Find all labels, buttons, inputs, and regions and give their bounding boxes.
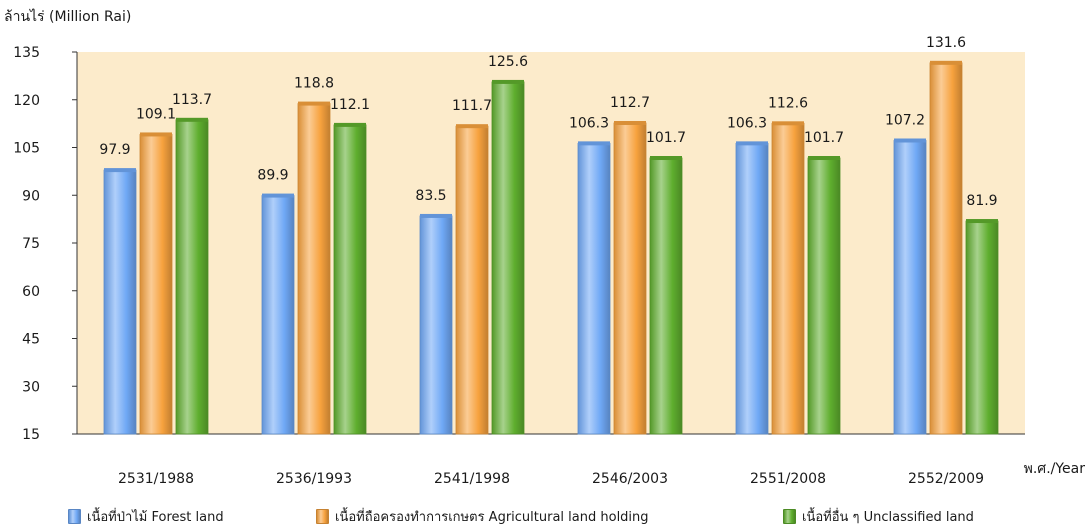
- data-label-forest: 106.3: [569, 115, 609, 131]
- legend-item-forest: เนื้อที่ป่าไม้ Forest land: [68, 506, 224, 527]
- legend-swatch-agricultural: [316, 509, 329, 524]
- data-label-agricultural: 111.7: [452, 98, 492, 114]
- bar-forest: [893, 140, 927, 435]
- bar-top-unclassified: [808, 156, 840, 161]
- y-tick-label: 120: [13, 93, 40, 109]
- bar-top-agricultural: [614, 120, 646, 125]
- bar-top-agricultural: [772, 121, 804, 126]
- bar-forest: [577, 142, 611, 435]
- bar-top-unclassified: [334, 122, 366, 127]
- data-label-agricultural: 109.1: [136, 106, 176, 122]
- chart-legend: เนื้อที่ป่าไม้ Forest land เนื้อที่ถือคร…: [68, 506, 1078, 526]
- legend-swatch-unclassified: [783, 509, 796, 524]
- y-tick-label: 30: [22, 379, 40, 395]
- bar-forest: [261, 195, 295, 435]
- bar-forest: [735, 142, 769, 435]
- y-tick-label: 90: [22, 188, 40, 204]
- bar-top-forest: [262, 193, 294, 198]
- bar-agricultural: [139, 134, 173, 435]
- data-label-agricultural: 112.6: [768, 95, 808, 111]
- bar-unclassified: [649, 157, 683, 435]
- y-tick-label: 135: [13, 45, 40, 61]
- bar-top-agricultural: [456, 124, 488, 129]
- y-tick-label: 105: [13, 141, 40, 157]
- x-tick-label: 2531/1988: [118, 471, 194, 487]
- bar-top-unclassified: [650, 156, 682, 161]
- data-label-forest: 89.9: [257, 168, 288, 184]
- x-tick-label: 2541/1998: [434, 471, 510, 487]
- bar-top-agricultural: [298, 101, 330, 106]
- legend-item-agricultural: เนื้อที่ถือครองทำการเกษตร Agricultural l…: [316, 506, 649, 527]
- legend-swatch-forest: [68, 509, 81, 524]
- bar-top-unclassified: [492, 79, 524, 84]
- data-label-unclassified: 101.7: [804, 130, 844, 146]
- bar-top-unclassified: [176, 117, 208, 122]
- y-axis-title: ล้านไร่ (Million Rai): [4, 8, 131, 25]
- data-label-unclassified: 81.9: [966, 193, 997, 209]
- data-label-agricultural: 131.6: [926, 35, 966, 51]
- bar-agricultural: [929, 62, 963, 435]
- bar-forest: [419, 215, 453, 435]
- bar-forest: [103, 169, 137, 435]
- bar-agricultural: [771, 122, 805, 435]
- bar-unclassified: [491, 81, 525, 435]
- data-label-unclassified: 113.7: [172, 92, 212, 108]
- bar-unclassified: [175, 119, 209, 435]
- x-tick-label: 2552/2009: [908, 471, 984, 487]
- y-tick-label: 15: [22, 427, 40, 443]
- legend-item-unclassified: เนื้อที่อื่น ๆ Unclassified land: [783, 506, 974, 527]
- x-tick-label: 2536/1993: [276, 471, 352, 487]
- bar-top-forest: [104, 168, 136, 173]
- y-tick-label: 75: [22, 236, 40, 252]
- data-label-unclassified: 125.6: [488, 54, 528, 70]
- bar-agricultural: [297, 103, 331, 435]
- bar-top-agricultural: [930, 60, 962, 65]
- legend-label-unclassified: เนื้อที่อื่น ๆ Unclassified land: [802, 510, 974, 525]
- data-label-forest: 83.5: [415, 188, 446, 204]
- bar-top-forest: [420, 213, 452, 218]
- data-label-forest: 106.3: [727, 115, 767, 131]
- data-label-agricultural: 112.7: [610, 95, 650, 111]
- legend-label-forest: เนื้อที่ป่าไม้ Forest land: [87, 510, 224, 525]
- bar-top-unclassified: [966, 219, 998, 224]
- y-tick-label: 60: [22, 284, 40, 300]
- x-axis-title: พ.ศ./Year: [1024, 461, 1086, 477]
- data-label-unclassified: 112.1: [330, 97, 370, 113]
- bar-top-forest: [578, 141, 610, 146]
- bar-unclassified: [965, 220, 999, 435]
- data-label-forest: 107.2: [885, 112, 925, 128]
- bar-unclassified: [807, 157, 841, 435]
- data-label-unclassified: 101.7: [646, 130, 686, 146]
- x-tick-label: 2546/2003: [592, 471, 668, 487]
- plot-background: [77, 52, 1025, 434]
- bar-top-agricultural: [140, 132, 172, 137]
- legend-label-agricultural: เนื้อที่ถือครองทำการเกษตร Agricultural l…: [335, 510, 649, 525]
- data-label-agricultural: 118.8: [294, 76, 334, 92]
- bar-top-forest: [894, 138, 926, 143]
- y-tick-label: 45: [22, 332, 40, 348]
- bar-agricultural: [455, 125, 489, 435]
- bar-unclassified: [333, 124, 367, 435]
- bar-top-forest: [736, 141, 768, 146]
- data-label-forest: 97.9: [99, 142, 130, 158]
- x-tick-label: 2551/2008: [750, 471, 826, 487]
- bar-agricultural: [613, 122, 647, 435]
